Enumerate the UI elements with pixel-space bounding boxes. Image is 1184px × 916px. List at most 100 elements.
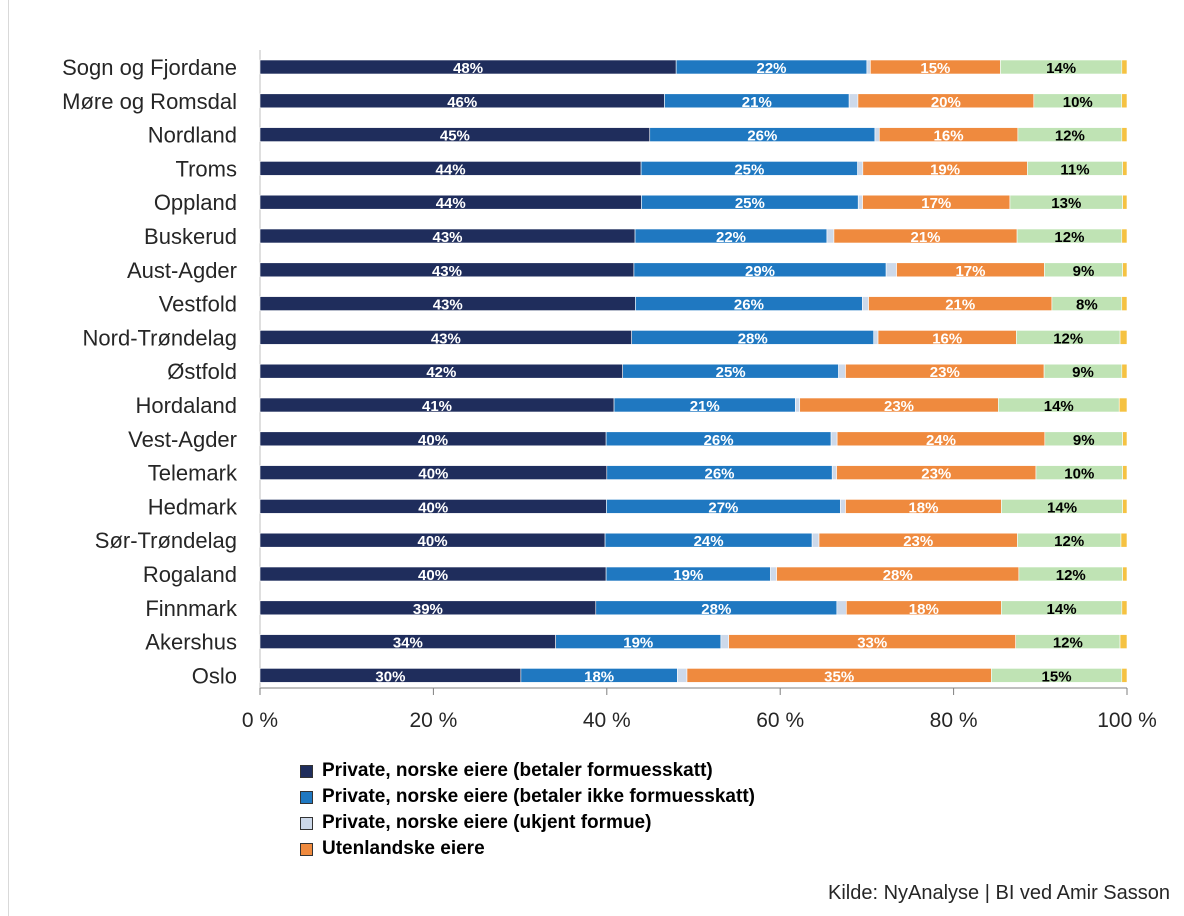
data-label: 43% [431,330,461,347]
data-label: 19% [930,161,960,178]
data-label: 21% [742,94,772,111]
legend-label: Utenlandske eiere [322,838,485,859]
legend-label: Private, norske eiere (betaler formuessk… [322,760,713,781]
data-label: 25% [734,161,764,178]
data-label: 44% [436,195,466,212]
bar-segment [1121,93,1128,109]
data-label: 30% [375,668,405,685]
category-label: Vestfold [159,292,237,317]
category-label: Østfold [167,359,237,384]
bar-segment [1118,397,1128,413]
data-label: 26% [704,432,734,449]
bar-segment [795,397,801,413]
data-label: 14% [1044,398,1074,415]
bar-segment [1121,363,1128,379]
data-label: 15% [920,60,950,77]
data-label: 40% [418,567,448,584]
bar-segment [1122,566,1128,582]
legend-item: Private, norske eiere (ukjent formue) [300,810,755,836]
data-label: 43% [432,263,462,280]
data-label: 12% [1053,635,1083,652]
stacked-bar-chart: 0 % 20 % 40 % 60 % 80 % 100 % Sogn og Fjordane… [62,50,1157,732]
data-label: 23% [921,466,951,483]
bar-segment [826,228,835,244]
data-label: 9% [1072,364,1094,381]
data-label: 12% [1055,128,1085,145]
legend-label: Private, norske eiere (ukjent formue) [322,812,652,833]
data-label: 45% [440,128,470,145]
x-tick-label: 80 % [930,709,978,732]
data-label: 35% [824,668,854,685]
data-label: 24% [926,432,956,449]
category-label: Buskerud [144,224,237,249]
data-label: 16% [934,128,964,145]
bar-segment [831,465,837,480]
category-label: Nordland [148,123,237,148]
data-label: 20% [931,94,961,111]
category-label: Akershus [145,630,237,655]
data-label: 42% [426,364,456,381]
data-label: 22% [716,229,746,246]
category-label: Hordaland [135,393,237,418]
data-label: 12% [1054,533,1084,550]
data-label: 40% [418,533,448,550]
x-tick-label: 60 % [756,709,804,732]
bar-segment [857,194,863,210]
data-label: 11% [1060,161,1089,178]
data-label: 8% [1076,297,1098,314]
bar-segment [838,363,846,379]
x-tick-label: 40 % [583,709,631,732]
data-label: 34% [393,635,423,652]
data-label: 39% [413,601,443,618]
data-label: 21% [910,229,940,246]
bar-segment [836,600,847,616]
data-label: 10% [1064,466,1094,483]
data-label: 18% [909,601,939,618]
data-label: 15% [1042,668,1072,685]
bar-segment [1122,194,1128,210]
category-label: Vest-Agder [128,427,237,452]
data-label: 29% [745,263,775,280]
bar-segment [866,59,871,75]
bar-segment [1121,228,1128,244]
category-label: Finnmark [145,596,238,621]
data-label: 43% [433,229,463,246]
data-label: 43% [433,297,463,314]
data-label: 17% [955,263,985,280]
category-label: Rogaland [143,562,237,587]
source-caption: Kilde: NyAnalyse | BI ved Amir Sasson [827,882,1170,904]
bar-segment [857,161,864,176]
bar-segment [811,532,820,548]
category-label: Telemark [148,461,238,486]
bar-segment [873,330,879,345]
data-label: 48% [453,60,483,77]
bar-segment [1122,431,1128,447]
data-label: 26% [747,128,777,145]
bar-segment [1120,532,1128,548]
data-label: 19% [623,635,653,652]
category-label: Nord-Trøndelag [83,325,237,350]
bar-segment [862,296,869,311]
bar-segment [1122,262,1128,278]
bar-segment [720,634,730,649]
data-label: 12% [1056,567,1086,584]
data-label: 28% [738,330,768,347]
data-label: 14% [1047,601,1077,618]
data-label: 12% [1054,229,1084,246]
data-label: 46% [447,94,477,111]
data-label: 40% [418,466,448,483]
legend-item: Private, norske eiere (betaler ikke form… [300,784,755,810]
bar-segment [874,127,880,142]
data-label: 23% [930,364,960,381]
data-label: 9% [1073,432,1095,449]
data-label: 28% [883,567,913,584]
data-label: 18% [584,668,614,685]
category-label: Oppland [154,190,237,215]
category-label: Troms [175,156,237,181]
category-label: Hedmark [148,494,238,519]
divider [8,0,9,916]
bar-segment [840,499,846,514]
data-label: 23% [884,398,914,415]
data-label: 14% [1047,499,1077,516]
data-label: 28% [701,601,731,618]
